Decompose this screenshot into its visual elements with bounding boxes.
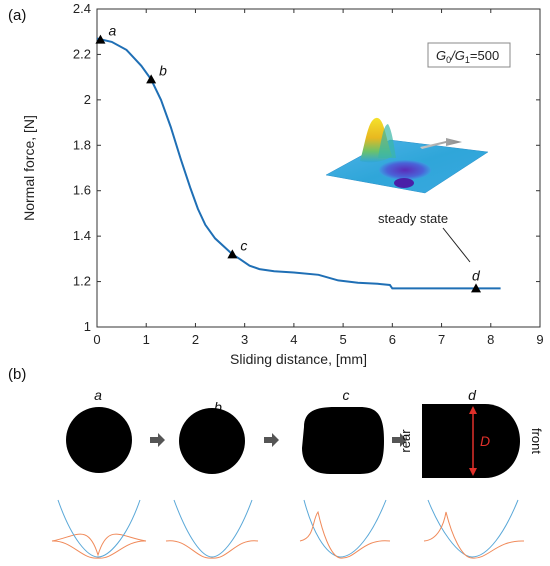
ratio-g1: /G bbox=[450, 48, 465, 63]
marker-b-icon bbox=[146, 74, 157, 84]
marker-a-label: a bbox=[108, 23, 116, 39]
x-tick-label: 1 bbox=[143, 332, 150, 347]
dimension-label: D bbox=[480, 433, 490, 449]
steady-state-label: steady state bbox=[378, 211, 448, 226]
y-axis-title: Normal force, [N] bbox=[21, 115, 37, 221]
y-tick-label: 1 bbox=[84, 319, 91, 334]
arrow-1-icon bbox=[150, 433, 165, 447]
shape-d-label: d bbox=[468, 387, 477, 403]
chart-axes bbox=[96, 8, 541, 328]
shape-a-label: a bbox=[94, 387, 102, 403]
y-tick-label: 1.8 bbox=[73, 137, 91, 152]
ratio-value: =500 bbox=[470, 48, 499, 63]
x-axis-title: Sliding distance, [mm] bbox=[230, 351, 367, 367]
y-tick-label: 1.2 bbox=[73, 274, 91, 289]
panel-b-label: (b) bbox=[8, 366, 26, 383]
ratio-sub1: 1 bbox=[465, 55, 470, 65]
y-tick-label: 2 bbox=[84, 92, 91, 107]
y-tick-label: 2.2 bbox=[73, 46, 91, 61]
dimension-arrow-bottom-icon bbox=[469, 468, 477, 476]
plot-frame bbox=[96, 8, 541, 328]
shape-a-circle bbox=[66, 407, 132, 473]
marker-b-label: b bbox=[159, 62, 167, 78]
panel-a-label: (a) bbox=[8, 7, 26, 24]
x-tick-label: 0 bbox=[93, 332, 100, 347]
shape-c-label: c bbox=[343, 387, 350, 403]
x-tick-label: 6 bbox=[389, 332, 396, 347]
x-tick-label: 2 bbox=[192, 332, 199, 347]
steady-state-pointer bbox=[442, 227, 471, 263]
dimension-arrow-top-icon bbox=[469, 406, 477, 414]
front-label: front bbox=[529, 428, 544, 454]
ratio-sub0: 0 bbox=[446, 55, 451, 65]
svg-text:G0/G1=500: G0/G1=500 bbox=[436, 48, 499, 65]
x-tick-label: 5 bbox=[339, 332, 346, 347]
chart-markers: a b c d bbox=[95, 23, 482, 293]
x-tick-label: 3 bbox=[241, 332, 248, 347]
marker-c-label: c bbox=[240, 237, 247, 253]
contact-shapes-row: a b c d D rear front bbox=[66, 387, 544, 478]
shape-b-oval bbox=[179, 408, 245, 474]
marker-c-icon bbox=[227, 249, 238, 259]
marker-d-icon bbox=[471, 283, 482, 293]
shape-d-shape bbox=[422, 404, 520, 478]
y-tick-label: 1.4 bbox=[73, 228, 91, 243]
surface-inset-image bbox=[325, 117, 489, 194]
shape-b-label: b bbox=[214, 399, 222, 415]
x-tick-label: 4 bbox=[290, 332, 297, 347]
y-tick-label: 1.6 bbox=[73, 183, 91, 198]
y-tick-label: 2.4 bbox=[73, 1, 91, 16]
ratio-box: G0/G1=500 bbox=[427, 42, 511, 68]
arrow-2-icon bbox=[264, 433, 279, 447]
marker-a-icon bbox=[95, 34, 106, 44]
chart-ticks: 0 1 2 3 4 5 6 7 8 911.21.41.61.822.22.4 bbox=[73, 1, 544, 347]
shape-c-oval bbox=[302, 407, 384, 474]
arrow-3-icon bbox=[392, 433, 407, 447]
x-tick-label: 9 bbox=[536, 332, 543, 347]
marker-d-label: d bbox=[472, 267, 481, 283]
x-tick-label: 8 bbox=[487, 332, 494, 347]
force-curve-line bbox=[96, 37, 501, 290]
rear-label: rear bbox=[398, 429, 413, 453]
ratio-g0: G bbox=[436, 48, 446, 63]
profile-curves-row bbox=[51, 499, 525, 559]
x-tick-label: 7 bbox=[438, 332, 445, 347]
